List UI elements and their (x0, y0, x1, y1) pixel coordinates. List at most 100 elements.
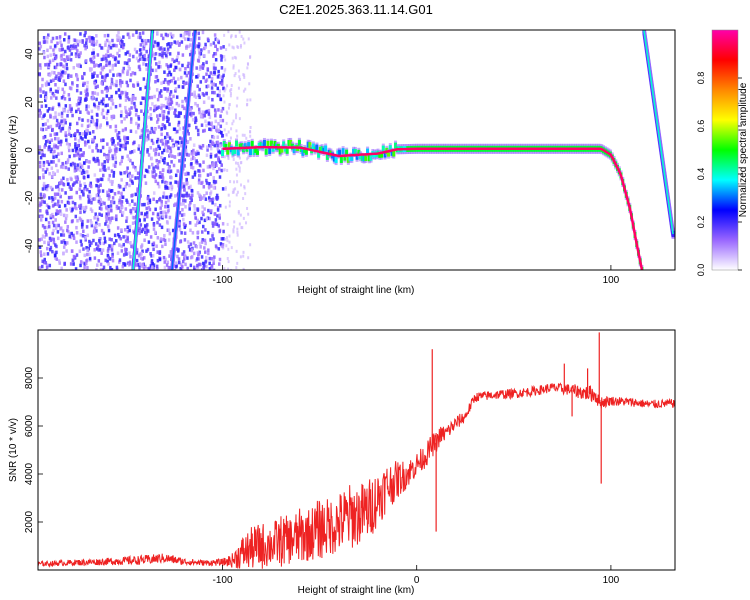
spectrogram-cell (61, 87, 64, 92)
spectrogram-cell (311, 143, 315, 150)
spectrogram-cell (169, 102, 172, 106)
spectrogram-cell (198, 51, 201, 55)
spectrogram-cell (201, 196, 204, 200)
spectrogram-cell (115, 34, 119, 38)
spectrogram-cell (156, 165, 159, 169)
spectrogram-cell (203, 207, 206, 211)
spectrogram-cell (158, 175, 162, 179)
spectrogram-cell (84, 46, 87, 51)
spectrogram-cell (100, 177, 104, 182)
spectrogram-cell (153, 105, 156, 109)
spectrogram-cell (145, 211, 149, 215)
spectrogram-cell (166, 204, 170, 209)
spectrogram-cell (58, 192, 61, 197)
spectrogram-cell (197, 36, 201, 41)
spectrogram-cell (236, 190, 239, 194)
spectrogram-cell (162, 255, 166, 260)
spectrogram-cell (171, 138, 174, 143)
spectrogram-cell (123, 135, 126, 140)
spectrogram-cell (66, 109, 70, 114)
spectrogram-cell (247, 256, 250, 260)
spectrogram-cell (54, 111, 57, 115)
spectrogram-cell (280, 146, 284, 153)
spectrogram-cell (186, 64, 190, 69)
spectrogram-cell (224, 67, 227, 71)
spectrogram-cell (119, 84, 122, 88)
spectrogram-cell (178, 159, 181, 163)
spectrogram-cell (49, 245, 53, 250)
spectrogram-cell (250, 140, 254, 147)
spectrogram-cell (149, 264, 153, 268)
spectrogram-cell (126, 71, 129, 75)
spectrogram-cell (42, 163, 46, 168)
spectrogram-cell (68, 232, 72, 236)
spectrogram-cell (223, 33, 226, 37)
spectrogram-cell (140, 229, 144, 234)
spectrogram-cell (175, 41, 178, 45)
spectrogram-cell (80, 123, 84, 128)
spectrogram-cell (192, 251, 196, 256)
spectrogram-cell (166, 42, 169, 47)
spectrogram-cell (207, 196, 211, 200)
spectrogram-cell (129, 158, 132, 163)
spectrogram-cell (156, 181, 160, 186)
spectrogram-cell (233, 180, 236, 184)
spectrogram-cell (190, 92, 194, 97)
spectrogram-cell (143, 224, 147, 228)
spectrogram-cell (185, 81, 188, 85)
spectrogram-cell (237, 209, 240, 213)
spectrogram-cell (38, 176, 42, 180)
spectrogram-cell (188, 207, 191, 211)
spectrogram-cell (208, 198, 212, 203)
spectrogram-cell (168, 170, 171, 174)
spectrogram-cell (59, 194, 62, 199)
spectrogram-cell (236, 261, 239, 265)
spectrogram-cell (42, 183, 46, 188)
spectrogram-cell (41, 168, 45, 172)
spectrogram-cell (98, 101, 101, 106)
spectrogram-cell (168, 70, 171, 75)
spectrogram-cell (59, 121, 63, 125)
spectrogram-cell (166, 101, 170, 105)
spectrogram-cell (153, 169, 156, 174)
spectrogram-cell (78, 180, 82, 184)
spectrogram-cell (169, 44, 172, 49)
spectrogram-cell (154, 165, 158, 169)
spectrogram-cell (119, 236, 122, 241)
spectrogram-cell (243, 75, 246, 79)
spectrogram-cell (101, 75, 104, 79)
spectrogram-cell (152, 108, 156, 113)
spectrogram-cell (57, 188, 61, 192)
spectrogram-cell (78, 99, 82, 104)
spectrogram-cell (176, 40, 180, 44)
spectrogram-cell (213, 33, 217, 37)
spectrogram-cell (143, 174, 147, 179)
spectrogram-cell (198, 173, 202, 178)
spectrogram-cell (210, 209, 213, 213)
spectrogram-cell (85, 104, 88, 108)
spectrogram-cell (67, 93, 71, 97)
spectrogram-cell (163, 238, 167, 243)
spectrogram-cell (103, 33, 107, 38)
spectrogram-cell (115, 214, 118, 218)
spectrogram-cell (193, 203, 196, 208)
spectrogram-cell (70, 107, 73, 112)
spectrogram-cell (121, 145, 125, 149)
spectrogram-cell (73, 162, 76, 167)
colorbar-tick-label: 0.4 (696, 168, 706, 181)
spectrogram-cell (208, 127, 211, 131)
spectrogram-cell (77, 139, 81, 143)
spectrogram-cell (227, 267, 230, 270)
spectrogram-cell (44, 139, 48, 144)
spectrogram-cell (202, 168, 205, 173)
spectrogram-cell (227, 157, 230, 161)
spectrogram-cell (62, 118, 66, 123)
spectrogram-cell (118, 138, 122, 143)
spectrogram-cell (164, 204, 167, 209)
spectrogram-cell (161, 244, 164, 249)
spectrogram-cell (166, 73, 170, 77)
spectrogram-cell (236, 230, 239, 234)
spectrogram-cell (224, 205, 227, 209)
spectrogram-cell (223, 155, 226, 159)
spectrogram-cell (214, 244, 218, 248)
